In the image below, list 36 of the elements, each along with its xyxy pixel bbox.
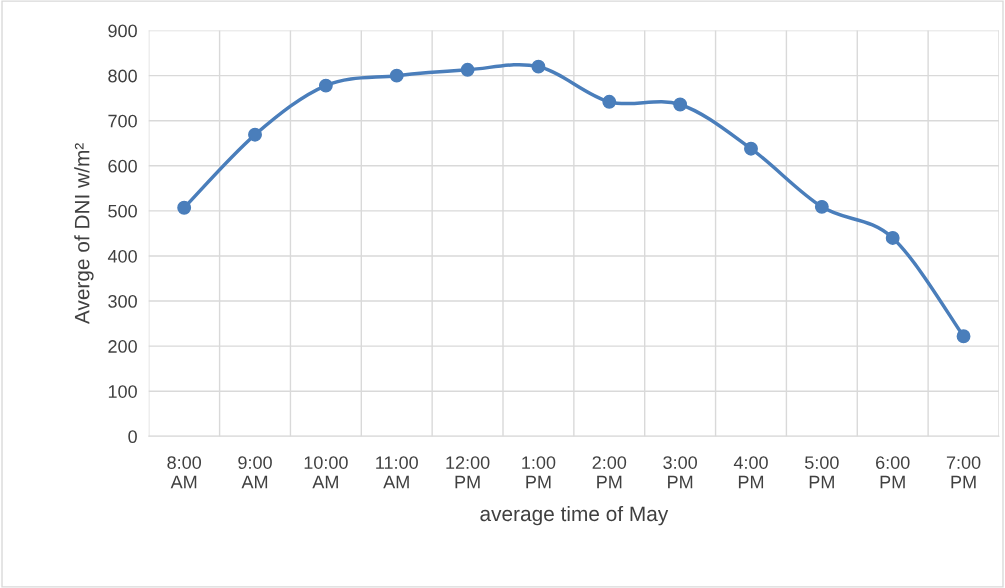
y-tick-label: 600 bbox=[108, 159, 137, 173]
x-tick-label: 3:00 PM bbox=[663, 456, 697, 489]
x-tick-label: 6:00 PM bbox=[876, 456, 910, 489]
y-tick-label: 700 bbox=[108, 114, 137, 128]
x-tick-label: 8:00 AM bbox=[167, 456, 202, 489]
y-tick-label: 200 bbox=[108, 340, 137, 353]
y-axis-title: Averge of DNI w/m² bbox=[74, 143, 94, 325]
point bbox=[460, 62, 475, 77]
point bbox=[389, 68, 404, 83]
point bbox=[744, 141, 758, 156]
y-tick-label: 500 bbox=[108, 204, 137, 218]
y-tick-label: 100 bbox=[108, 385, 137, 398]
y-tick-label: 400 bbox=[107, 249, 137, 263]
x-tick-label: 7:00 PM bbox=[946, 456, 981, 489]
x-tick-label: 9:00 AM bbox=[238, 456, 272, 489]
point bbox=[177, 200, 192, 215]
x-tick-label: 5:00 PM bbox=[804, 456, 839, 489]
x-tick-label: 4:00 PM bbox=[733, 456, 768, 489]
y-tick-label: 0 bbox=[128, 430, 137, 444]
point bbox=[885, 230, 900, 245]
y-tick-label: 300 bbox=[108, 294, 137, 308]
point bbox=[673, 97, 688, 112]
point bbox=[956, 329, 971, 344]
x-axis-title: average time of May bbox=[480, 505, 669, 526]
x-tick-label: 1:00 PM bbox=[522, 456, 556, 489]
point bbox=[318, 78, 333, 93]
point bbox=[248, 127, 262, 142]
x-tick-label: 12:00 PM bbox=[446, 456, 490, 489]
x-tick-label: 11:00 AM bbox=[376, 456, 418, 489]
point bbox=[814, 199, 829, 214]
point bbox=[602, 94, 617, 109]
y-tick-label: 800 bbox=[108, 69, 137, 83]
x-tick-label: 10:00 AM bbox=[304, 456, 348, 489]
x-tick-label: 2:00 PM bbox=[592, 456, 627, 489]
y-tick-label: 900 bbox=[108, 24, 137, 38]
point bbox=[531, 59, 546, 74]
